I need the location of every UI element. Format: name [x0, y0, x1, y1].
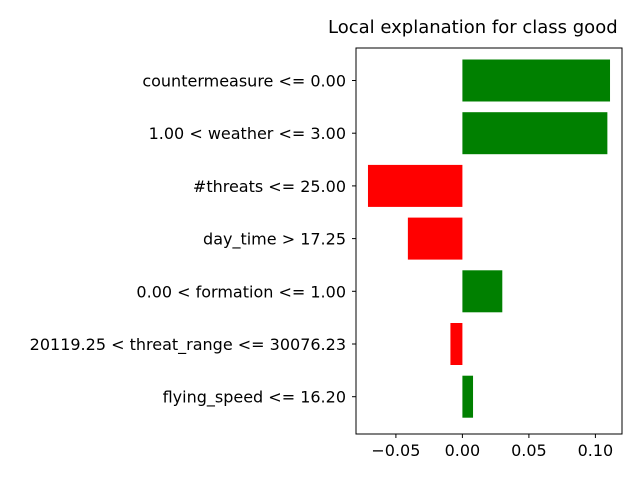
bar-4	[462, 270, 503, 313]
bar-3	[407, 217, 463, 260]
category-label-6: flying_speed <= 16.20	[163, 388, 346, 408]
bars-layer	[367, 59, 611, 418]
category-labels: countermeasure <= 0.00 1.00 < weather <= …	[30, 72, 356, 408]
bar-6	[462, 375, 474, 418]
x-axis-ticks: −0.05 0.00 0.05 0.10	[371, 434, 613, 460]
category-label-1: 1.00 < weather <= 3.00	[149, 124, 346, 143]
bar-5	[450, 323, 463, 365]
category-label-0: countermeasure <= 0.00	[142, 72, 346, 91]
x-tick-label-2: 0.05	[511, 441, 547, 460]
x-tick-label-0: −0.05	[371, 441, 420, 460]
category-label-5: 20119.25 < threat_range <= 30076.23	[30, 335, 346, 355]
chart-title: Local explanation for class good	[328, 17, 618, 38]
category-label-3: day_time > 17.25	[203, 230, 346, 250]
plot-frame	[355, 47, 623, 435]
category-label-2: #threats <= 25.00	[193, 177, 346, 196]
x-tick-label-3: 0.10	[578, 441, 614, 460]
bar-1	[462, 112, 608, 155]
x-tick-label-1: 0.00	[445, 441, 481, 460]
bar-0	[462, 59, 611, 102]
category-label-4: 0.00 < formation <= 1.00	[136, 282, 346, 301]
bar-2	[367, 164, 463, 207]
